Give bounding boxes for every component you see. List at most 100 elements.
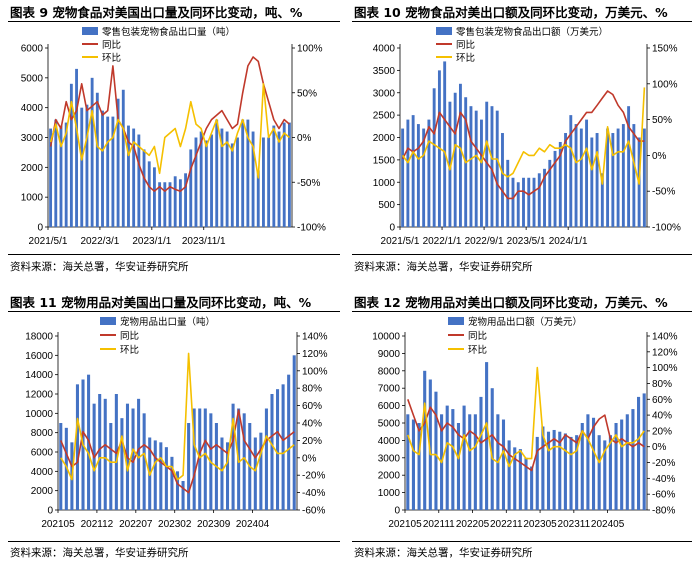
source-note: 资料来源：海关总署，华安证券研究所 [354,547,533,559]
bar [458,83,462,227]
bar [54,119,58,227]
x-tick-label: 202405 [591,519,625,530]
bar [516,182,520,227]
x-tick-label: 2022/1/1 [423,236,462,247]
bar [163,182,167,227]
bar [642,393,646,510]
left-tick-label: 6000 [378,401,401,412]
chart-title: 图表 11 宠物用品对美国出口量及同环比变动，吨、% [10,295,312,310]
right-tick-label: -80% [652,506,675,517]
bar [462,405,466,510]
bar [198,408,202,510]
bar [103,398,107,510]
source-note: 资料来源：海关总署，华安证券研究所 [10,547,189,559]
bar [236,137,239,227]
bar [569,436,573,510]
bar [548,159,552,227]
bar [580,423,584,510]
x-tick-label: 202311 [558,519,591,530]
bar [287,374,291,510]
bar [541,426,545,510]
bar [173,176,177,227]
bar [569,115,573,227]
chart-canvas: 0 1000 2000 3000 4000 5000 6000 7000 8000 9000 100… [372,316,677,530]
bar [546,431,551,510]
bar [417,423,421,510]
x-tick-label: 2022/3/1 [80,236,119,247]
bar [479,396,483,510]
right-tick-label: -40% [652,474,675,485]
bar [121,89,125,228]
bar [225,442,230,510]
bar [564,133,567,227]
bar [64,122,68,227]
bar [511,177,515,227]
x-tick-label: 202111 [423,519,455,530]
right-tick-label: -60% [652,490,675,501]
bar [142,149,146,227]
bar [75,68,78,227]
bar [194,137,198,227]
right-tick-label: 0% [652,151,667,162]
bar [574,124,578,227]
yoy-line [60,409,295,494]
yoy-line [407,399,645,472]
bar [276,389,280,510]
left-tick-label: 12000 [25,390,53,401]
bar [253,437,257,510]
bar [625,414,629,510]
bar [109,423,113,510]
bar [264,408,268,510]
source-rule [8,541,340,542]
bar [597,435,601,510]
bar [90,77,94,227]
x-tick-label: 202105 [388,519,422,530]
bar [428,379,432,510]
chart-panel-11: 图表 11 宠物用品对美国出口量及同环比变动，吨、% 0 2000 4000 6000… [0,282,350,562]
legend-label-mom: 环比 [102,52,121,64]
bar [106,116,110,227]
left-tick-label: 4000 [378,436,401,447]
left-tick-label: 2500 [373,111,396,122]
bar [518,449,522,510]
left-tick-label: 3000 [21,133,44,144]
right-tick-label: 20% [302,436,322,447]
bar [203,408,207,510]
left-tick-label: 3000 [378,453,401,464]
bar [127,125,130,227]
bar [490,388,494,510]
bar [199,131,203,227]
bar [267,137,271,227]
bar [631,409,635,510]
x-tick-label: 202302 [158,519,192,530]
bar [406,414,410,510]
bar [116,98,120,227]
bar [445,405,449,510]
mom-line [49,82,290,179]
x-tick-label: 202207 [119,519,153,530]
right-tick-label: 60% [302,401,322,412]
bar [600,173,604,227]
bar [443,61,447,227]
right-tick-label: 40% [302,419,322,430]
bar [595,133,599,227]
bar [272,125,276,227]
left-tick-label: 1000 [21,193,44,204]
bar [642,128,646,227]
bar [111,116,115,227]
right-tick-label: -40% [302,488,325,499]
right-tick-label: -100% [297,223,326,234]
bar [411,419,415,510]
x-tick-label: 202309 [197,519,231,530]
right-tick-label: -50% [297,178,320,189]
legend-label-yoy: 同比 [120,330,139,342]
left-tick-label: 2000 [21,163,44,174]
chart-panel-9: 图表 9 宠物食品对美国出口量及同环比变动，吨、% 0 1000 2000 3000 4… [0,0,350,280]
x-tick-label: 202404 [236,519,270,530]
left-tick-label: 0 [47,506,53,517]
bar [513,447,517,510]
bar [181,481,185,510]
right-tick-label: 50% [652,115,672,126]
bar [616,128,620,227]
x-tick-label: 202305 [523,519,557,530]
